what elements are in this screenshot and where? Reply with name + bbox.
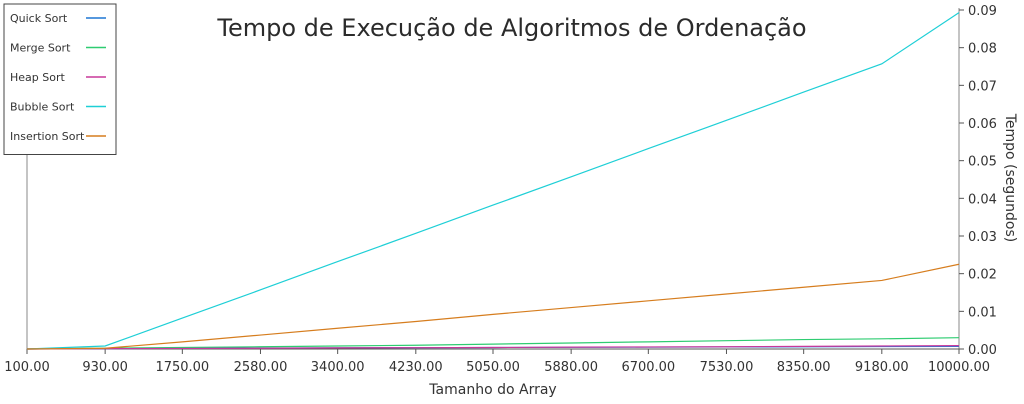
legend-label-quick-sort: Quick Sort	[10, 12, 68, 25]
x-axis-title: Tamanho do Array	[428, 382, 556, 398]
y-tick-label: 0.04	[968, 192, 997, 207]
y-axis-title: Tempo (segundos)	[1002, 113, 1018, 243]
y-tick-label: 0.02	[968, 268, 997, 283]
legend-label-heap-sort: Heap Sort	[10, 71, 65, 84]
legend-label-insertion-sort: Insertion Sort	[10, 130, 85, 143]
y-tick-label: 0.06	[968, 117, 997, 132]
chart-title: Tempo de Execução de Algoritmos de Orden…	[216, 14, 806, 42]
x-tick-label: 4230.00	[389, 360, 443, 375]
x-tick-label: 1750.00	[155, 360, 209, 375]
y-tick-label: 0.08	[968, 42, 997, 57]
plot-area: 100.00 930.00 1750.00 2580.00 3400.00 4230.00…	[4, 4, 997, 375]
series-line-merge-sort	[26, 337, 960, 350]
x-tick-label: 9180.00	[855, 360, 909, 375]
x-tick-label: 2580.00	[234, 360, 288, 375]
x-tick-label: 930.00	[82, 360, 128, 375]
legend-label-merge-sort: Merge Sort	[10, 42, 71, 55]
x-tick-label: 5050.00	[466, 360, 520, 375]
series-line-heap-sort	[26, 345, 960, 350]
x-tick-label: 5880.00	[544, 360, 598, 375]
x-tick-label: 6700.00	[621, 360, 675, 375]
legend-box	[3, 3, 117, 155]
x-tick-label: 100.00	[4, 360, 50, 375]
x-tick-label: 7530.00	[700, 360, 754, 375]
y-tick-label: 0.01	[968, 305, 997, 320]
legend-label-bubble-sort: Bubble Sort	[10, 101, 75, 114]
y-tick-label: 0.07	[968, 79, 997, 94]
y-tick-label: 0.00	[968, 343, 997, 358]
y-tick-label: 0.09	[968, 4, 997, 19]
x-tick-label: 3400.00	[311, 360, 365, 375]
series-line-bubble-sort	[26, 12, 960, 350]
y-tick-label: 0.05	[968, 155, 997, 170]
x-tick-label: 8350.00	[777, 360, 831, 375]
legend: Quick Sort Merge Sort Heap Sort Bubble Sort…	[3, 3, 117, 155]
series-line-insertion-sort	[26, 263, 960, 350]
y-tick-label: 0.03	[968, 230, 997, 245]
x-tick-label: 10000.00	[928, 360, 990, 375]
